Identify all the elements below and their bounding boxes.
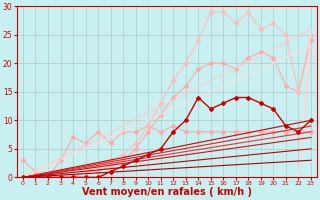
- X-axis label: Vent moyen/en rafales ( km/h ): Vent moyen/en rafales ( km/h ): [82, 187, 252, 197]
